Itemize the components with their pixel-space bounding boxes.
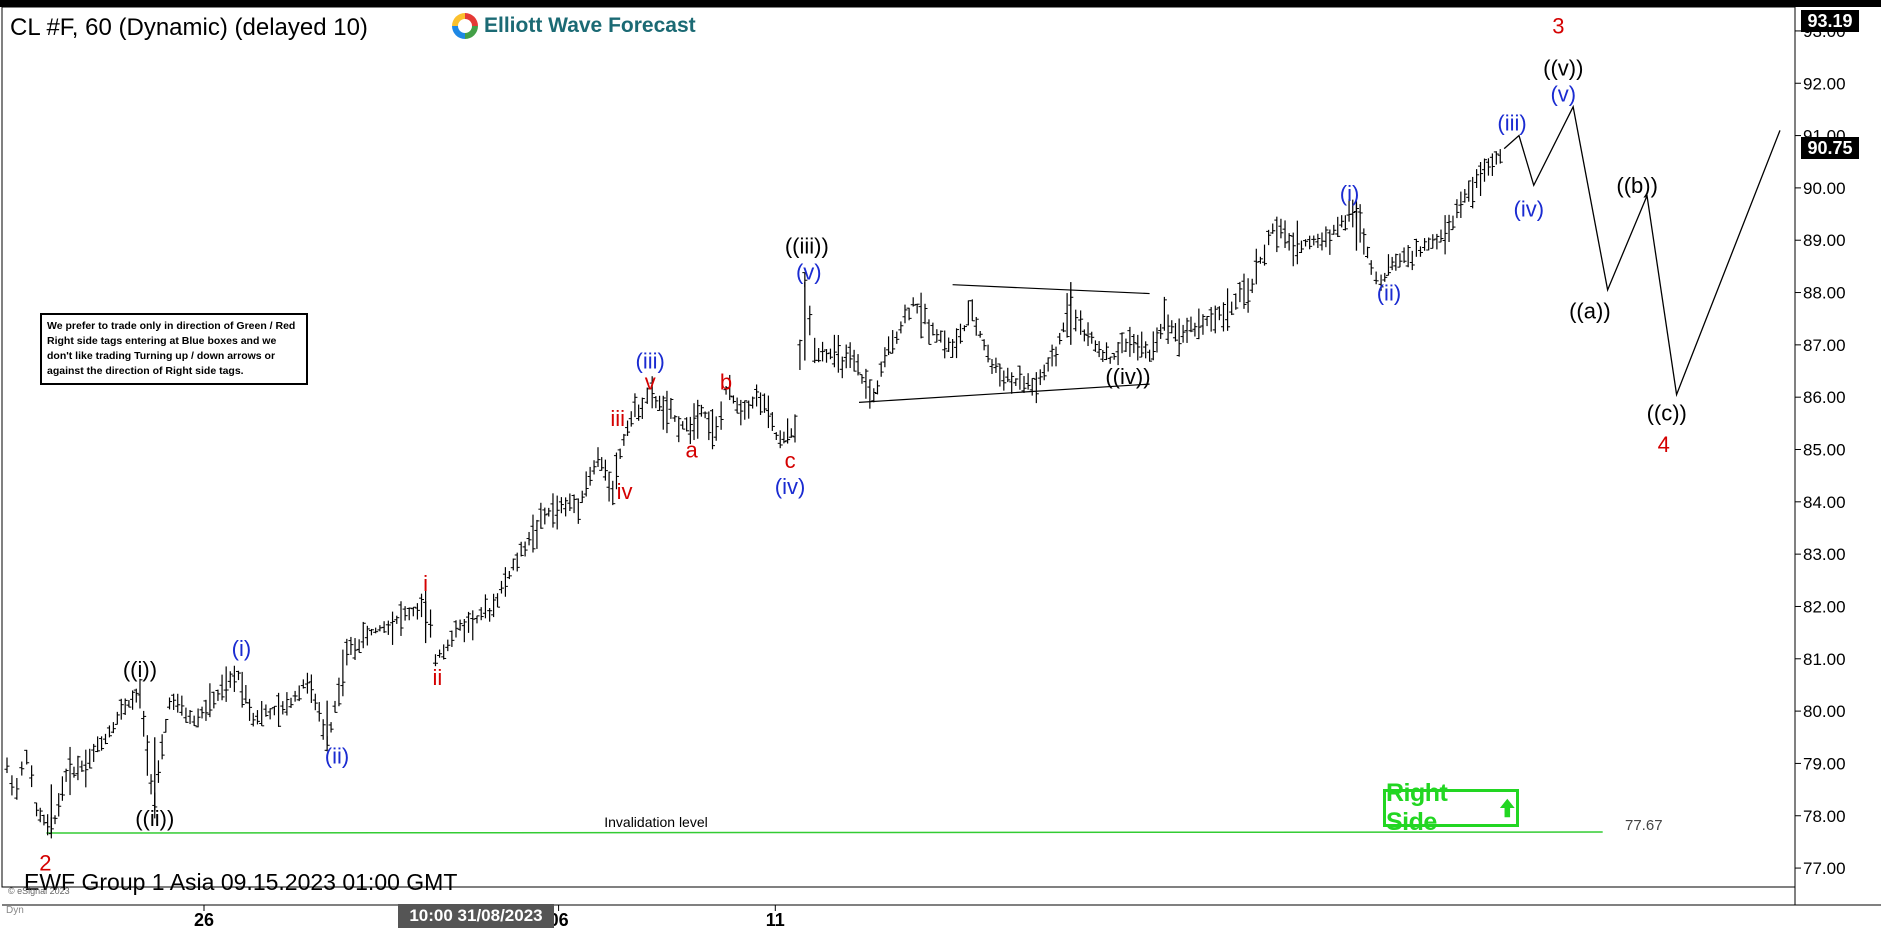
trading-notice: We prefer to trade only in direction of … bbox=[40, 313, 308, 385]
wave-label: (ii) bbox=[325, 743, 349, 768]
y-tick-label: 78.00 bbox=[1803, 807, 1846, 826]
wave-label: (ii) bbox=[1377, 280, 1401, 305]
symbol-title: CL #F, 60 (Dynamic) (delayed 10) bbox=[10, 14, 368, 41]
wave-label: a bbox=[685, 437, 698, 462]
right-side-tag: Right Side bbox=[1383, 779, 1519, 836]
wave-label: (v) bbox=[796, 259, 822, 284]
triangle-upper-line bbox=[952, 284, 1150, 295]
copyright: © eSignal 2023 bbox=[8, 886, 70, 896]
y-tick-label: 81.00 bbox=[1803, 650, 1846, 669]
invalidation-line bbox=[46, 831, 1603, 834]
y-tick-label: 80.00 bbox=[1803, 702, 1846, 721]
wave-label: ((ii)) bbox=[135, 806, 174, 831]
y-tick-label: 86.00 bbox=[1803, 388, 1846, 407]
wave-label: ((b)) bbox=[1616, 173, 1658, 198]
price-bars bbox=[4, 149, 1503, 839]
wave-label: (iv) bbox=[775, 474, 806, 499]
wave-label: ((a)) bbox=[1569, 299, 1611, 324]
wave-label: (iii) bbox=[636, 348, 665, 373]
invalidation-value: 77.67 bbox=[1625, 817, 1663, 834]
wave-label: ((iv)) bbox=[1105, 364, 1150, 389]
arrow-up-icon bbox=[1500, 798, 1516, 818]
wave-label: ((iii)) bbox=[785, 233, 829, 258]
y-tick-label: 89.00 bbox=[1803, 231, 1846, 250]
wave-label: 2 bbox=[39, 851, 51, 876]
wave-label: ((v)) bbox=[1543, 55, 1583, 80]
wave-label: c bbox=[785, 448, 796, 473]
y-tick-label: 84.00 bbox=[1803, 493, 1846, 512]
brand-logo: Elliott Wave Forecast bbox=[452, 13, 696, 39]
y-tick-label: 77.00 bbox=[1803, 859, 1846, 878]
y-tick-label: 85.00 bbox=[1803, 441, 1846, 460]
invalidation-label: Invalidation level bbox=[604, 814, 708, 830]
wave-label: v bbox=[645, 369, 656, 394]
projection-path bbox=[1503, 104, 1781, 398]
wave-label: ((c)) bbox=[1647, 401, 1687, 426]
wave-label: b bbox=[720, 369, 732, 394]
last-price-tag: 90.75 bbox=[1801, 137, 1859, 159]
wave-label: (i) bbox=[232, 636, 252, 661]
y-tick-label: 92.00 bbox=[1803, 74, 1846, 93]
wave-label: 3 bbox=[1552, 14, 1564, 39]
y-tick-label: 83.00 bbox=[1803, 545, 1846, 564]
y-tick-label: 87.00 bbox=[1803, 336, 1846, 355]
brand-logo-icon bbox=[452, 13, 478, 39]
wave-label: (iii) bbox=[1497, 110, 1526, 135]
wave-label: ii bbox=[433, 665, 443, 690]
top-border bbox=[0, 0, 1881, 7]
y-tick-label: 88.00 bbox=[1803, 284, 1846, 303]
wave-label: (v) bbox=[1550, 82, 1576, 107]
right-side-label: Right Side bbox=[1386, 779, 1448, 836]
wave-label: iii bbox=[610, 406, 625, 431]
wave-label: (iv) bbox=[1514, 197, 1545, 222]
x-tick-label: 26 bbox=[194, 910, 214, 930]
wave-label: iv bbox=[617, 479, 633, 504]
wave-label: ((i)) bbox=[123, 657, 157, 682]
group-timestamp: EWF Group 1 Asia 09.15.2023 01:00 GMT bbox=[24, 869, 458, 895]
crosshair-date-label: 10:00 31/08/2023 bbox=[398, 904, 554, 928]
y-tick-label: 90.00 bbox=[1803, 179, 1846, 198]
brand-name: Elliott Wave Forecast bbox=[484, 14, 696, 37]
wave-label: 4 bbox=[1658, 432, 1670, 457]
top-price-tag: 93.19 bbox=[1801, 10, 1859, 32]
dyn-label: Dyn bbox=[6, 905, 24, 916]
wave-label: i bbox=[423, 571, 428, 596]
y-tick-label: 79.00 bbox=[1803, 754, 1846, 773]
y-tick-label: 82.00 bbox=[1803, 597, 1846, 616]
plot-frame bbox=[1, 6, 1796, 888]
triangle-lower-line bbox=[858, 383, 1150, 404]
x-tick-label: 11 bbox=[766, 910, 785, 930]
wave-label: (i) bbox=[1340, 181, 1360, 206]
